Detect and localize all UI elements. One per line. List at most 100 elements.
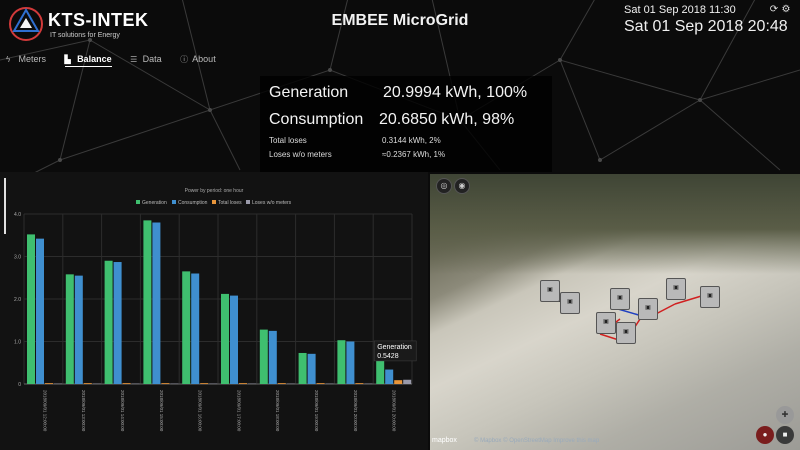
tooltip-value: 0.5428 — [377, 353, 399, 360]
bar-loses-w-o-meters — [54, 383, 62, 385]
generation-label: Generation — [269, 84, 349, 101]
map-record-button[interactable]: ● — [756, 426, 774, 444]
bar-generation — [27, 234, 35, 384]
y-tick-label: 3.0 — [14, 255, 21, 261]
nav-about-label: About — [192, 54, 216, 64]
bar-loses-w-o-meters — [364, 383, 373, 385]
info-icon: ⓘ — [180, 55, 189, 64]
chart-scroll-indicator — [4, 178, 6, 234]
x-tick-label: 2018/09/01 14:00:00 — [120, 390, 125, 432]
bar-chart-icon: ▙ — [64, 55, 71, 64]
meter-node[interactable]: ▣ — [638, 298, 658, 320]
total-loses-value: 0.3144 kWh, 2% — [382, 136, 441, 145]
map-zoom-icon[interactable]: ✚ — [776, 406, 794, 424]
bar-consumption — [385, 369, 394, 384]
balance-summary: Generation 20.9994 kWh, 100% Consumption… — [260, 76, 552, 172]
nav-meters-label: Meters — [18, 54, 47, 64]
site-map[interactable]: ◎ ◉ ▣ ▣ ▣ ▣ ▣ ▣ ▣ ▣ ✚ ● ■ mapbox © Mapbo… — [430, 174, 800, 450]
meter-node[interactable]: ▣ — [616, 322, 636, 344]
bar-consumption — [36, 238, 44, 384]
bar-generation — [221, 293, 229, 384]
bar-loses-w-o-meters — [248, 383, 256, 385]
main-nav: ϟ Meters ▙ Balance ☰ Data ⓘ About — [6, 54, 232, 68]
consumption-value: 20.6850 kWh, 98% — [379, 111, 515, 128]
header-icons: ⟳ ⚙ — [768, 4, 796, 16]
bar-generation — [259, 329, 268, 384]
x-tick-label: 2018/09/01 20:00:00 — [392, 390, 397, 432]
page-title: EMBEE MicroGrid — [331, 12, 469, 29]
x-tick-label: 2018/09/01 18:00:00 — [275, 390, 280, 432]
bar-loses-w-o-meters — [325, 383, 334, 385]
legend-swatch — [136, 200, 140, 204]
x-tick-label: 2018/09/01 15:00:00 — [159, 390, 164, 432]
brand-tagline: IT solutions for Energy — [50, 32, 120, 39]
bar-consumption — [191, 273, 200, 384]
bar-loses-w-o-meters — [92, 383, 101, 385]
nav-meters[interactable]: ϟ Meters — [6, 54, 46, 64]
meter-node[interactable]: ▣ — [596, 312, 616, 334]
bar-total-loses — [316, 383, 325, 384]
meter-node[interactable]: ▣ — [560, 292, 580, 314]
chart-tooltip — [373, 340, 417, 362]
clock-current-time: Sat 01 Sep 2018 20:48 — [624, 18, 788, 35]
chart-title: Power by period: one hour — [185, 188, 244, 194]
map-layers-icon[interactable]: ◉ — [454, 178, 470, 194]
nav-balance[interactable]: ▙ Balance — [64, 54, 112, 67]
lightning-icon: ϟ — [6, 55, 11, 64]
bar-total-loses — [394, 380, 403, 384]
bar-total-loses — [83, 383, 92, 384]
x-tick-label: 2018/09/01 17:00:00 — [236, 390, 241, 432]
y-tick-label: 2.0 — [14, 297, 21, 303]
power-bar-chart[interactable]: Power by period: one hour Generation Consu… — [0, 172, 428, 450]
bar-consumption — [268, 330, 277, 384]
map-attribution[interactable]: © Mapbox © OpenStreetMap Improve this ma… — [474, 438, 600, 444]
bar-generation — [337, 340, 346, 384]
nav-data[interactable]: ☰ Data — [130, 54, 162, 64]
bar-total-loses — [45, 383, 53, 384]
bar-generation — [182, 271, 191, 384]
bar-generation — [65, 274, 74, 384]
meter-node[interactable]: ▣ — [540, 280, 560, 302]
bar-loses-w-o-meters — [403, 379, 412, 384]
bar-loses-w-o-meters — [131, 383, 140, 385]
meter-node[interactable]: ▣ — [700, 286, 720, 308]
meter-node[interactable]: ▣ — [610, 288, 630, 310]
bar-generation — [376, 360, 385, 384]
bar-loses-w-o-meters — [286, 383, 295, 385]
brand-name: KTS-INTEK — [48, 10, 149, 30]
legend-swatch — [212, 200, 216, 204]
map-vegetation-area — [430, 174, 800, 274]
tooltip-series: Generation — [377, 344, 412, 351]
x-tick-label: 2018/09/01 19:00:00 — [314, 390, 319, 432]
map-compass-icon[interactable]: ◎ — [436, 178, 452, 194]
x-tick-label: 2018/09/01 12:00:00 — [42, 390, 47, 432]
bar-consumption — [74, 275, 83, 384]
x-tick-label: 2018/09/01 20:00:00 — [353, 390, 358, 432]
legend-label: Consumption — [178, 200, 208, 206]
bar-total-loses — [200, 383, 209, 384]
bar-consumption — [113, 262, 122, 384]
mapbox-logo: mapbox — [432, 437, 457, 444]
loses-wo-meters-value: ≈0.2367 kWh, 1% — [382, 150, 446, 159]
bar-loses-w-o-meters — [170, 383, 179, 385]
nav-balance-label: Balance — [77, 54, 112, 64]
meter-node[interactable]: ▣ — [666, 278, 686, 300]
bar-total-loses — [355, 383, 364, 384]
legend-label: Loses w/o meters — [252, 200, 292, 206]
total-loses-label: Total loses — [269, 136, 307, 145]
bar-total-loses — [122, 383, 131, 384]
map-stop-button[interactable]: ■ — [776, 426, 794, 444]
app-logo: KTS-INTEK IT solutions for Energy — [8, 6, 208, 46]
gear-icon[interactable]: ⚙ — [781, 4, 791, 15]
legend-swatch — [172, 200, 176, 204]
bar-loses-w-o-meters — [209, 383, 218, 385]
refresh-icon[interactable]: ⟳ — [769, 4, 779, 15]
bar-generation — [298, 352, 307, 384]
nav-about[interactable]: ⓘ About — [180, 54, 216, 65]
bar-consumption — [307, 353, 316, 384]
x-tick-label: 2018/09/01 16:00:00 — [198, 390, 203, 432]
bar-total-loses — [277, 383, 286, 384]
legend-label: Generation — [142, 200, 167, 206]
clock-data-time: Sat 01 Sep 2018 11:30 — [624, 4, 736, 16]
consumption-label: Consumption — [269, 111, 364, 128]
